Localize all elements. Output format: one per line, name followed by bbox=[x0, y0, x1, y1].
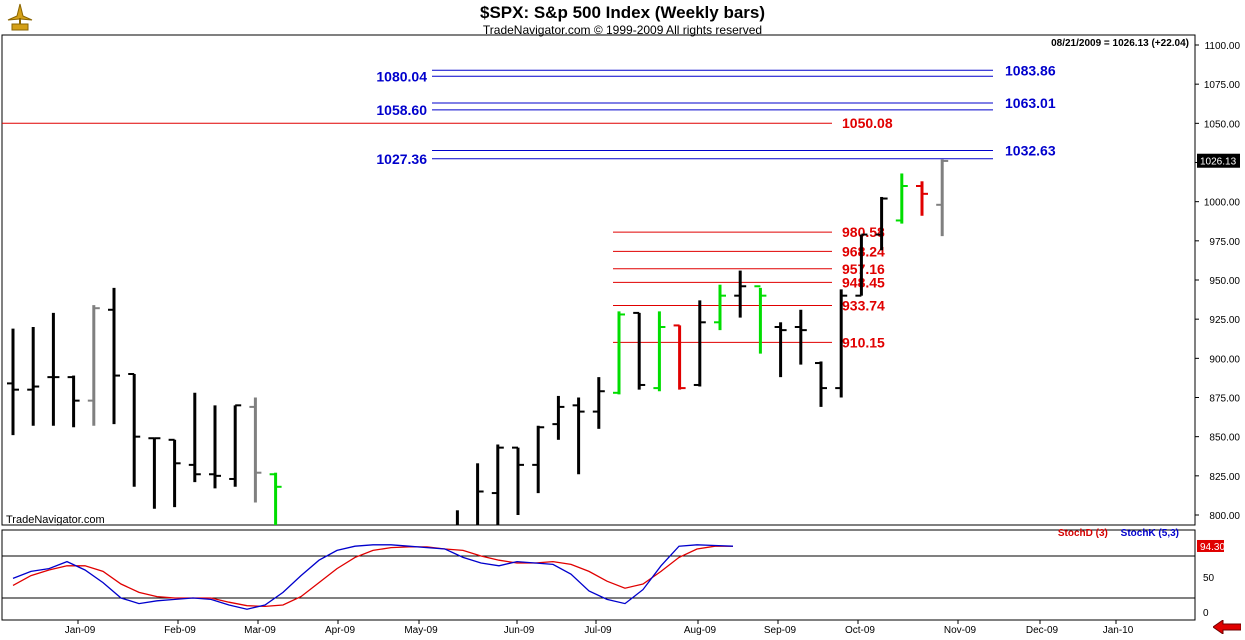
stoch-series-line bbox=[12, 544, 734, 610]
last-price-label: 1026.13 bbox=[1200, 157, 1237, 168]
stoch-tick-label: 0 bbox=[1203, 608, 1209, 619]
stochastic-panel-border bbox=[1, 529, 1196, 621]
axes: 800.00 825.00 850.00 875.00 900.00 925.00 950.… bbox=[65, 41, 1241, 636]
level-label: 957.16 bbox=[842, 261, 885, 277]
price-tick-label: 850.00 bbox=[1209, 433, 1240, 444]
red-left-arrow-icon[interactable] bbox=[1212, 619, 1242, 639]
legend-stoch-k: StochK (5,3) bbox=[1120, 528, 1179, 539]
price-bars bbox=[7, 159, 949, 525]
date-tick-label: Dec-09 bbox=[1026, 625, 1059, 636]
level-label: 948.45 bbox=[842, 274, 885, 290]
date-tick-label: Apr-09 bbox=[325, 625, 355, 636]
price-tick-label: 1075.00 bbox=[1204, 80, 1241, 91]
level-label: 968.24 bbox=[842, 243, 885, 259]
price-levels: 1083.86 1080.04 1063.01 1058.60 1050.08 1032.… bbox=[2, 62, 1056, 350]
stochastic-legend: StochD (3) StochK (5,3) bbox=[1058, 528, 1179, 539]
stochastic-panel bbox=[2, 544, 1195, 610]
level-label: 980.58 bbox=[842, 224, 885, 240]
level-label: 1080.04 bbox=[376, 68, 427, 84]
level-label: 1083.86 bbox=[1005, 62, 1056, 78]
price-tick-label: 1100.00 bbox=[1205, 41, 1241, 52]
stoch-series-line bbox=[12, 545, 733, 608]
gold-navigator-logo-icon bbox=[4, 2, 36, 39]
stoch-tick-label: 50 bbox=[1203, 573, 1215, 584]
last-price-box bbox=[1197, 153, 1240, 168]
price-tick-label: 975.00 bbox=[1209, 237, 1240, 248]
price-tick-label: 875.00 bbox=[1209, 394, 1240, 405]
price-tick-label: 1050.00 bbox=[1204, 119, 1241, 130]
date-tick-label: Aug-09 bbox=[684, 625, 717, 636]
stoch-last-label: 94.30 bbox=[1200, 542, 1225, 553]
level-label: 1058.60 bbox=[376, 102, 427, 118]
chart-title: $SPX: S&p 500 Index (Weekly bars) bbox=[479, 3, 766, 22]
date-tick-label: Jul-09 bbox=[584, 625, 612, 636]
price-tick-label: 925.00 bbox=[1209, 315, 1240, 326]
price-tick-label: 800.00 bbox=[1209, 511, 1240, 522]
level-label: 1063.01 bbox=[1005, 95, 1056, 111]
price-tick-label: 825.00 bbox=[1209, 472, 1240, 483]
stoch-last-box bbox=[1197, 539, 1224, 552]
level-label: 910.15 bbox=[842, 334, 885, 350]
level-label: 1050.08 bbox=[842, 115, 893, 131]
date-tick-label: Mar-09 bbox=[244, 625, 276, 636]
price-tick-label: 900.00 bbox=[1209, 354, 1240, 365]
date-tick-label: Jun-09 bbox=[504, 625, 535, 636]
level-label: 933.74 bbox=[842, 297, 885, 313]
price-readout: 08/21/2009 = 1026.13 (+22.04) bbox=[1051, 38, 1189, 49]
level-label: 1032.63 bbox=[1005, 143, 1056, 159]
price-tick-label: 950.00 bbox=[1209, 276, 1240, 287]
date-tick-label: Sep-09 bbox=[764, 625, 797, 636]
level-label: 1027.36 bbox=[376, 151, 427, 167]
watermark: TradeNavigator.com bbox=[6, 514, 105, 526]
date-tick-label: May-09 bbox=[404, 625, 438, 636]
price-tick-label: 1000.00 bbox=[1204, 198, 1241, 209]
date-tick-label: Nov-09 bbox=[944, 625, 977, 636]
chart-subtitle: TradeNavigator.com © 1999-2009 All right… bbox=[482, 23, 763, 37]
date-tick-label: Jan-09 bbox=[65, 625, 96, 636]
date-tick-label: Oct-09 bbox=[845, 625, 875, 636]
legend-stoch-d: StochD (3) bbox=[1057, 528, 1108, 539]
date-tick-label: Feb-09 bbox=[164, 625, 196, 636]
date-tick-label: Jan-10 bbox=[1103, 625, 1134, 636]
